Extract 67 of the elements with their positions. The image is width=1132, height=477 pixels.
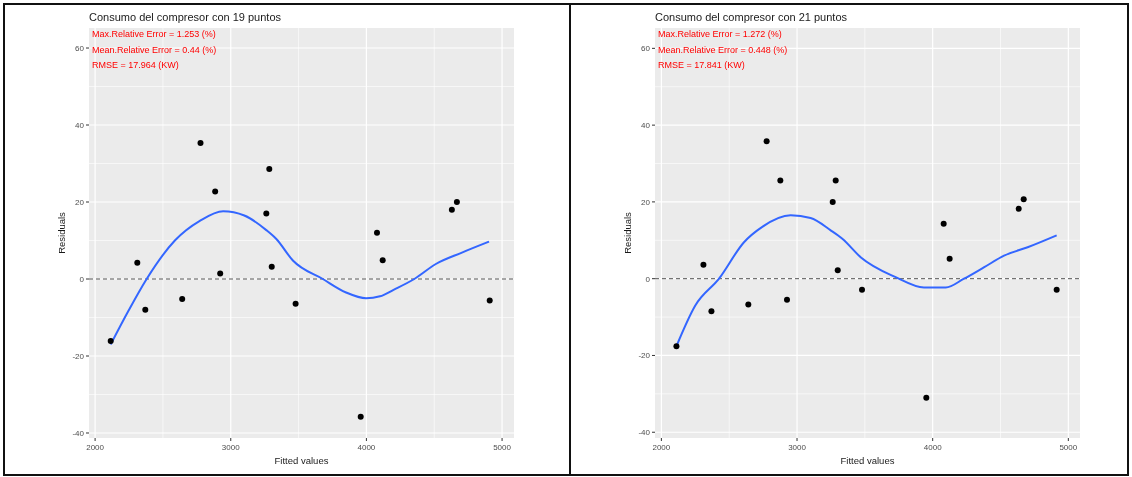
point [379, 257, 386, 264]
chart-title: Consumo del compresor con 21 puntos [655, 11, 848, 23]
annotation: RMSE = 17.964 (KW) [92, 60, 179, 70]
point [266, 165, 273, 172]
x-axis-title: Fitted values [840, 455, 895, 466]
point [217, 270, 224, 277]
y-tick-label: 40 [75, 121, 85, 131]
y-tick-label: -20 [638, 351, 651, 361]
point [946, 255, 953, 262]
point [1015, 205, 1022, 212]
annotation: RMSE = 17.841 (KW) [658, 60, 745, 70]
point [700, 261, 707, 268]
line-series [109, 210, 491, 346]
y-tick-label: 0 [79, 275, 85, 284]
point [448, 206, 455, 213]
y-tick-label: -40 [638, 428, 651, 438]
x-tick-label: 2000 [652, 443, 671, 452]
y-tick-label: 60 [75, 44, 85, 54]
point [763, 138, 770, 145]
point [453, 199, 460, 206]
y-tick-label: 20 [75, 198, 85, 208]
y-tick-label: 40 [641, 121, 651, 131]
y-tick-label: 60 [641, 44, 651, 54]
x-tick-label: 5000 [493, 443, 512, 452]
point [134, 259, 141, 266]
y-tick-label: -40 [72, 429, 85, 438]
y-tick-label: 0 [645, 274, 651, 284]
point [777, 177, 784, 184]
point [829, 198, 836, 205]
point [1020, 196, 1027, 203]
point [142, 306, 149, 313]
annotation: Max.Relative Error = 1.272 (%) [658, 29, 782, 39]
point [107, 337, 114, 344]
point [923, 394, 930, 401]
y-axis-title: Residuals [56, 211, 67, 254]
x-tick-label: 4000 [357, 443, 376, 452]
point [292, 300, 299, 307]
point [859, 286, 866, 293]
point [940, 220, 947, 227]
point [212, 188, 219, 195]
chart-title: Consumo del compresor con 19 puntos [89, 11, 282, 23]
point [179, 296, 186, 303]
x-tick-label: 3000 [788, 443, 807, 452]
point [673, 343, 680, 350]
point [373, 229, 380, 236]
annotation: Max.Relative Error = 1.253 (%) [92, 29, 216, 39]
x-tick-label: 4000 [923, 443, 943, 452]
point [834, 267, 841, 274]
annotation: Mean.Relative Error = 0.44 (%) [92, 44, 217, 55]
x-tick-label: 5000 [1059, 443, 1078, 452]
point [197, 140, 204, 147]
point [263, 210, 270, 217]
point [832, 177, 839, 184]
x-axis-title: Fitted values [274, 455, 329, 466]
point [1053, 286, 1060, 293]
point [708, 308, 715, 315]
annotation: Mean.Relative Error = 0.448 (%) [658, 44, 788, 55]
x-tick-label: 3000 [221, 443, 241, 452]
y-tick-label: -20 [72, 352, 85, 361]
point [357, 413, 364, 420]
point [268, 263, 275, 270]
y-tick-label: 20 [641, 197, 651, 207]
point [745, 301, 752, 308]
y-axis-title: Residuals [622, 211, 633, 254]
x-tick-label: 2000 [86, 443, 105, 452]
point [486, 297, 493, 304]
point [783, 296, 790, 303]
